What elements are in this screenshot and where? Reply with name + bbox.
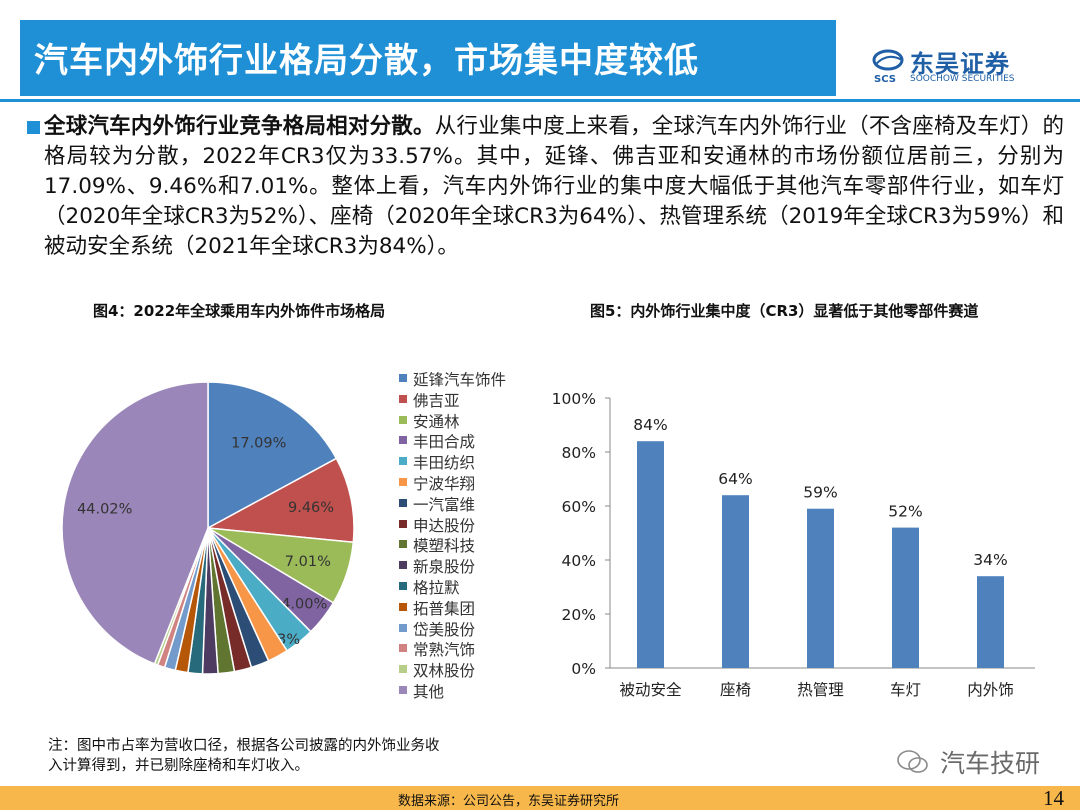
legend-label: 拓普集团 [413,599,476,618]
fig5-title: 图5：内外饰行业集中度（CR3）显著低于其他零部件赛道 [590,302,979,320]
footnote: 注：图中市占率为营收口径，根据各公司披露的内外饰业务收 入计算得到，并已剔除座椅… [48,736,440,776]
pie-data-label: 4.00% [281,596,327,612]
bar-value-label: 59% [803,484,837,502]
x-category-label: 车灯 [890,681,921,699]
bullet-icon [27,121,40,134]
pie-data-label: 17.09% [231,436,286,452]
bar-value-label: 52% [888,503,922,521]
pie-chart: 17.09%9.46%7.01%4.00%3.33%44.02% [61,381,355,675]
legend-label: 丰田纺织 [413,454,476,473]
header-rule [0,99,1080,102]
legend-label: 宁波华翔 [413,475,476,493]
y-tick-label: 0% [571,660,596,678]
legend-label: 双林股份 [413,662,476,681]
pie-data-label: 9.46% [288,500,334,516]
footnote-line-2: 入计算得到，并已剔除座椅和车灯收入。 [48,758,309,774]
pie-slice [207,381,338,530]
legend-swatch [399,623,407,632]
x-category-label: 座椅 [720,681,751,699]
page-number: 14 [1043,786,1064,810]
bar [637,441,664,668]
body-paragraph: 全球汽车内外饰行业竞争格局相对分散。从行业集中度上来看，全球汽车内外饰行业（不含… [44,112,1064,262]
x-category-label: 热管理 [797,681,844,699]
legend-label: 其他 [413,683,445,701]
wechat-icon [897,750,928,773]
legend-swatch [399,436,407,445]
legend-label: 一汽富维 [413,495,476,514]
y-tick-label: 80% [562,444,596,462]
logo-subtitle: SOOCHOW SECURITIES [910,74,1015,84]
legend-swatch [399,374,407,382]
pie-slice [61,381,209,665]
x-category-label: 被动安全 [619,681,682,699]
logo-name: 东吴证券 [910,50,1010,78]
bar [722,495,749,668]
legend-swatch [399,415,407,424]
bar-value-label: 34% [973,551,1007,569]
legend-label: 丰田合成 [413,433,476,452]
y-tick-label: 40% [562,552,596,570]
legend-label: 模塑科技 [413,537,476,556]
legend-swatch [399,561,407,570]
fig4-title: 图4：2022年全球乘用车内外饰件市场格局 [93,302,386,320]
title-bar [20,20,836,96]
bar [807,508,834,668]
y-tick-label: 20% [562,606,596,624]
legend-swatch [399,519,407,528]
bar-value-label: 84% [633,416,667,434]
legend-swatch [399,644,407,653]
legend-swatch [399,686,407,694]
legend-label: 常熟汽饰 [413,641,476,660]
legend-swatch [399,457,407,466]
footer-source: 数据来源：公司公告，东吴证券研究所 [398,794,620,809]
legend-label: 佛吉亚 [413,391,460,410]
y-tick-label: 60% [562,498,596,516]
x-category-label: 内外饰 [967,681,1014,699]
legend-swatch [399,540,407,549]
pie-data-label: 44.02% [77,501,132,517]
bar-value-label: 64% [718,470,752,488]
pie-slice [205,457,355,544]
bar [977,576,1004,668]
pie-data-label: 7.01% [285,554,331,570]
footnote-line-1: 注：图中市占率为营收口径，根据各公司披露的内外饰业务收 [48,738,440,754]
bar-chart: 0% 20% 40% 60% 80% 100% 84% 被动安全 64% 座椅 59% 热管理 52% 车… [552,390,1035,699]
legend-swatch [399,602,407,611]
legend-swatch [399,394,407,403]
legend-swatch [399,582,407,590]
lead-text: 全球汽车内外饰行业竞争格局相对分散。 [44,114,435,139]
y-tick-label: 100% [552,390,596,408]
legend-swatch [399,498,407,507]
legend-swatch [399,478,407,486]
watermark: 汽车技研 [940,749,1041,778]
body-text: 从行业集中度上来看，全球汽车内外饰行业（不含座椅及车灯）的格局较为分散，2022… [44,114,1064,259]
bar [892,527,919,668]
page-title: 汽车内外饰行业格局分散，市场集中度较低 [34,41,699,81]
legend-swatch [399,665,407,674]
footer-bar [0,786,1080,810]
logo-mark: SCS [874,74,896,85]
logo-icon: SCS [872,49,904,85]
legend-label: 安通林 [413,412,460,431]
legend-label: 延锋汽车饰件 [413,371,507,389]
legend-label: 岱美股份 [413,620,476,639]
legend-label: 申达股份 [413,516,476,535]
legend-label: 格拉默 [413,579,460,597]
legend-label: 新泉股份 [413,558,476,577]
